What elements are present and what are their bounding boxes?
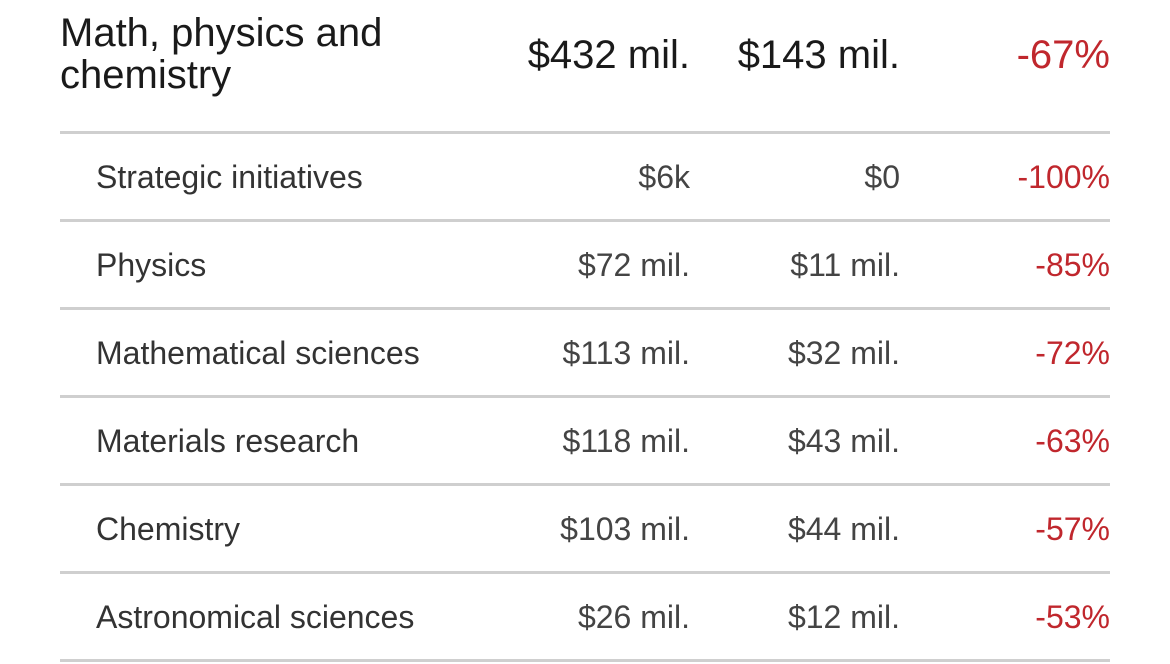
row-change-value: -100% bbox=[1017, 159, 1111, 195]
row-label: Mathematical sciences bbox=[96, 335, 420, 371]
row-before-value: $118 mil. bbox=[562, 423, 690, 459]
table-row: Physics $72 mil. $11 mil. -85% bbox=[60, 222, 1110, 310]
summary-after-value: $143 mil. bbox=[737, 33, 900, 77]
funding-table: Math, physics and chemistry $432 mil. $1… bbox=[60, 0, 1110, 662]
row-change-value: -53% bbox=[1035, 599, 1110, 635]
row-after-value: $11 mil. bbox=[790, 247, 900, 283]
row-before-value: $113 mil. bbox=[562, 335, 690, 371]
row-before-value: $103 mil. bbox=[560, 511, 690, 547]
summary-row: Math, physics and chemistry $432 mil. $1… bbox=[60, 0, 1110, 134]
table-row: Astronomical sciences $26 mil. $12 mil. … bbox=[60, 574, 1110, 662]
row-label: Materials research bbox=[96, 423, 360, 459]
summary-change-value: -67% bbox=[1016, 33, 1110, 77]
row-label: Astronomical sciences bbox=[96, 599, 415, 635]
row-change-value: -72% bbox=[1035, 335, 1110, 371]
row-change-value: -63% bbox=[1035, 423, 1110, 459]
row-before-value: $72 mil. bbox=[577, 247, 690, 283]
row-after-value: $32 mil. bbox=[787, 335, 900, 371]
row-after-value: $12 mil. bbox=[787, 599, 900, 635]
table-row: Chemistry $103 mil. $44 mil. -57% bbox=[60, 486, 1110, 574]
row-after-value: $43 mil. bbox=[787, 423, 900, 459]
row-before-value: $6k bbox=[638, 159, 690, 195]
row-after-value: $0 bbox=[864, 159, 900, 195]
row-before-value: $26 mil. bbox=[577, 599, 690, 635]
row-label: Chemistry bbox=[96, 511, 241, 547]
row-label: Physics bbox=[96, 247, 207, 283]
row-label: Strategic initiatives bbox=[96, 159, 363, 195]
table-row: Materials research $118 mil. $43 mil. -6… bbox=[60, 398, 1110, 486]
row-change-value: -85% bbox=[1035, 247, 1110, 283]
row-after-value: $44 mil. bbox=[787, 511, 900, 547]
table-row: Strategic initiatives $6k $0 -100% bbox=[60, 134, 1110, 222]
summary-label: Math, physics and chemistry bbox=[60, 11, 383, 97]
summary-before-value: $432 mil. bbox=[527, 33, 690, 77]
table-row: Mathematical sciences $113 mil. $32 mil.… bbox=[60, 310, 1110, 398]
row-change-value: -57% bbox=[1035, 511, 1110, 547]
